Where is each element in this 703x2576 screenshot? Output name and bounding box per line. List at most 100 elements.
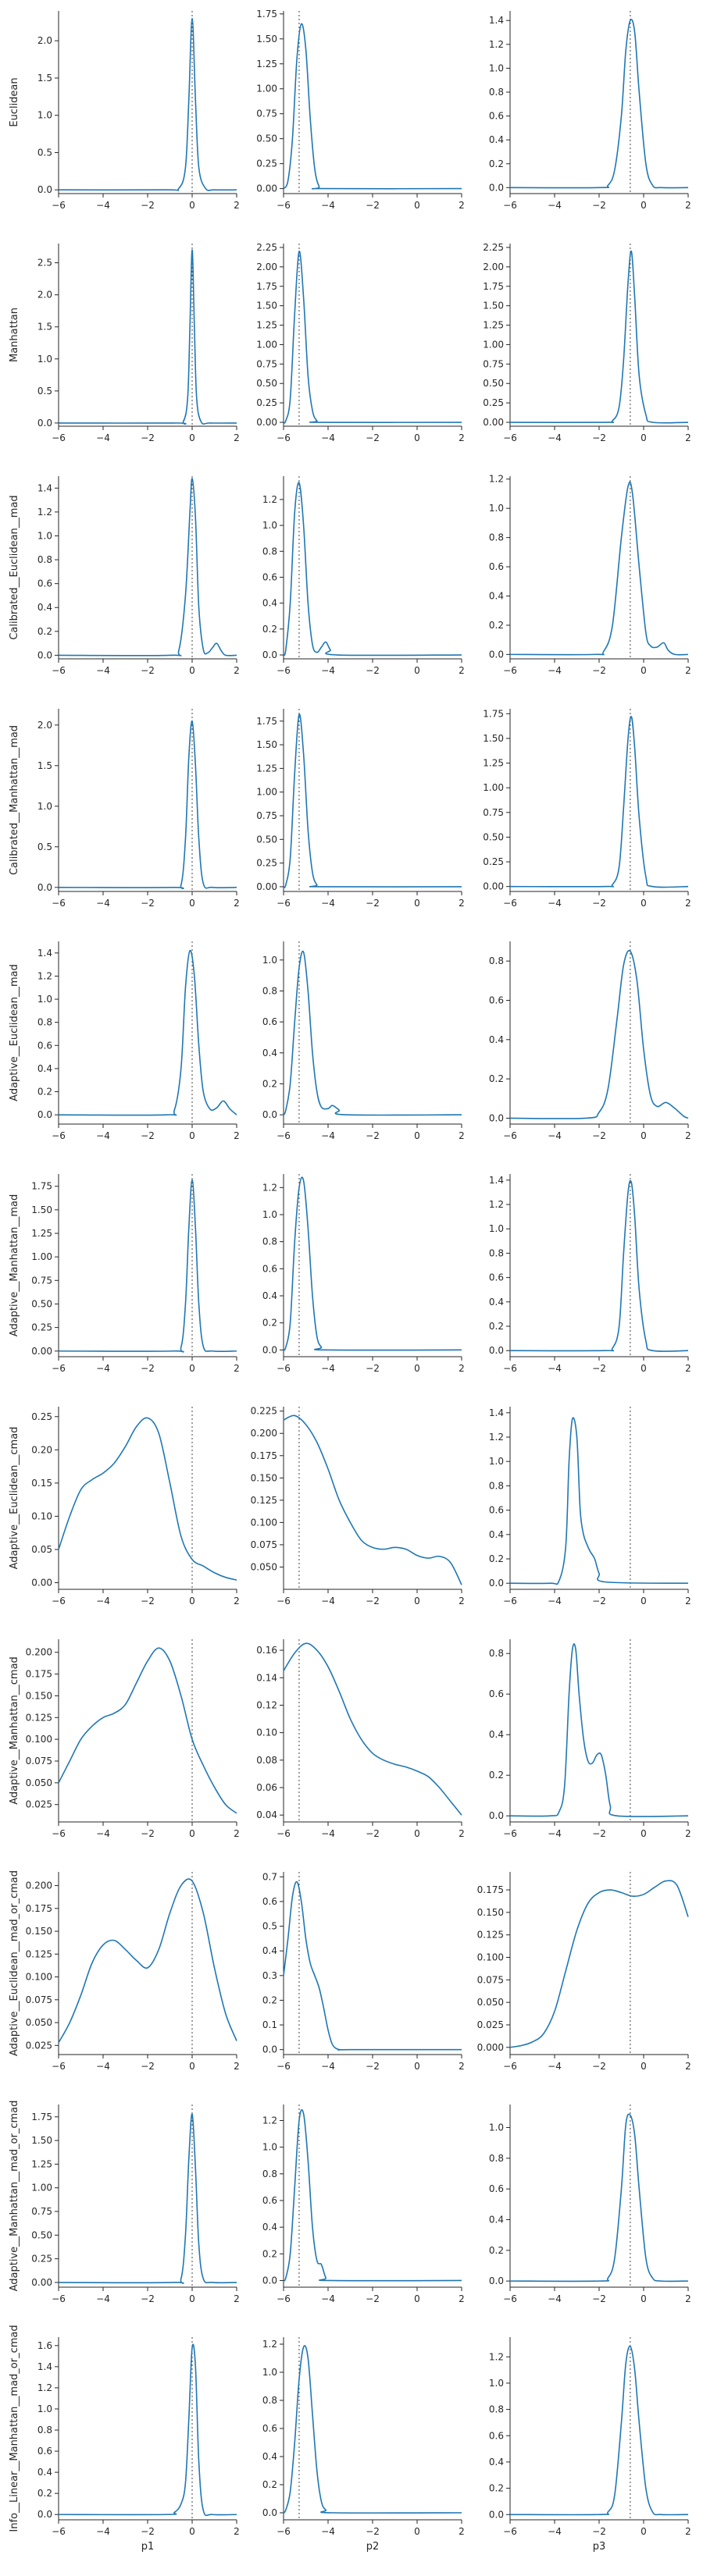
y-tick-label: 1.0 <box>262 2142 277 2153</box>
y-tick-label: 0.25 <box>31 1322 52 1333</box>
x-tick-label: −6 <box>277 1130 291 1141</box>
x-tick-label: −4 <box>321 432 335 443</box>
y-tick-label: 0.25 <box>256 397 277 408</box>
y-tick-label: 0.6 <box>262 2195 277 2206</box>
density-curve <box>509 1643 689 1817</box>
y-tick-label: 1.0 <box>37 994 52 1005</box>
x-tick-label: −4 <box>548 898 562 909</box>
y-tick-label: 0.075 <box>477 1974 504 1985</box>
x-tick-label: 0 <box>189 2061 195 2072</box>
y-tick-label: 0.0 <box>37 882 52 893</box>
column-xlabel: p1 <box>141 2541 155 2553</box>
density-curve <box>283 2345 462 2514</box>
x-tick-label: 0 <box>641 1596 647 1606</box>
y-tick-label: 0.8 <box>489 2404 504 2415</box>
y-tick-label: 0.050 <box>477 1997 504 2008</box>
x-tick-label: 0 <box>414 898 420 909</box>
x-tick-label: −6 <box>503 2061 517 2072</box>
y-tick-label: 0.6 <box>489 561 504 572</box>
x-tick-label: −4 <box>548 200 562 211</box>
x-tick-label: −2 <box>366 2293 380 2304</box>
y-tick-label: 0.25 <box>31 1411 52 1422</box>
y-tick-label: 1.5 <box>37 322 52 333</box>
y-tick-label: 1.5 <box>37 760 52 771</box>
y-tick-label: 0.4 <box>489 2214 504 2225</box>
y-tick-label: 0.2 <box>262 1078 277 1089</box>
x-tick-label: −6 <box>277 1596 291 1606</box>
y-tick-label: 0.4 <box>489 1034 504 1045</box>
row-ylabel: Adaptive__Manhattan__cmad <box>9 1656 20 1805</box>
x-tick-label: −6 <box>503 432 517 443</box>
x-tick-label: 0 <box>189 898 195 909</box>
x-tick-label: −2 <box>141 432 155 443</box>
x-tick-label: −2 <box>141 1596 155 1606</box>
x-tick-label: 2 <box>234 1130 240 1141</box>
y-tick-label: 0.0 <box>37 649 52 660</box>
y-tick-label: 0.14 <box>256 1672 277 1683</box>
x-tick-label: −2 <box>366 898 380 909</box>
x-tick-label: 0 <box>641 432 647 443</box>
y-tick-label: 0.10 <box>256 1727 277 1738</box>
x-tick-label: −2 <box>592 1130 606 1141</box>
y-tick-label: 0.8 <box>262 2395 277 2406</box>
density-curve <box>283 1176 462 1351</box>
x-tick-label: −2 <box>366 2526 380 2537</box>
x-tick-label: −4 <box>548 1363 562 1374</box>
x-tick-label: −4 <box>96 432 110 443</box>
y-tick-label: 1.0 <box>37 530 52 541</box>
y-tick-label: 1.0 <box>489 1456 504 1467</box>
x-tick-label: −4 <box>548 2061 562 2072</box>
x-tick-label: 2 <box>685 665 691 676</box>
y-tick-label: 1.4 <box>37 948 52 959</box>
y-tick-label: 2.0 <box>37 720 52 731</box>
y-tick-label: 0.2 <box>262 624 277 635</box>
y-tick-label: 0.20 <box>31 1444 52 1455</box>
y-tick-label: 0.6 <box>37 2446 52 2457</box>
x-tick-label: −4 <box>96 2061 110 2072</box>
y-tick-label: 0.0 <box>489 649 504 660</box>
y-tick-label: 0.00 <box>31 1577 52 1588</box>
y-tick-label: 0.0 <box>489 1112 504 1123</box>
x-tick-label: −6 <box>277 1363 291 1374</box>
y-tick-label: 0.6 <box>489 1272 504 1283</box>
x-tick-label: −2 <box>592 432 606 443</box>
x-tick-label: −4 <box>96 898 110 909</box>
x-tick-label: −2 <box>141 665 155 676</box>
y-tick-label: 0.000 <box>477 2042 504 2053</box>
x-tick-label: 2 <box>234 1828 240 1839</box>
x-tick-label: −4 <box>96 665 110 676</box>
x-tick-label: 2 <box>234 898 240 909</box>
y-tick-label: 0.5 <box>262 1921 277 1932</box>
density-curve <box>509 1417 689 1585</box>
y-tick-label: 0.0 <box>262 2044 277 2055</box>
x-tick-label: 2 <box>459 1828 465 1839</box>
x-tick-label: −2 <box>592 2061 606 2072</box>
y-tick-label: 0.4 <box>262 2222 277 2233</box>
y-tick-label: 0.2 <box>262 1318 277 1329</box>
y-tick-label: 0.0 <box>37 184 52 195</box>
x-tick-label: 0 <box>414 200 420 211</box>
x-tick-label: 2 <box>234 200 240 211</box>
x-tick-label: 2 <box>685 2526 691 2537</box>
row-ylabel: Info__Linear__Manhattan__mad_or_cmad <box>9 2325 20 2532</box>
x-tick-label: 0 <box>189 1363 195 1374</box>
y-tick-label: 0.2 <box>489 1321 504 1332</box>
y-tick-label: 0.75 <box>31 2206 52 2217</box>
x-tick-label: −4 <box>321 2526 335 2537</box>
density-curve <box>58 17 237 191</box>
y-tick-label: 1.00 <box>483 782 504 793</box>
y-tick-label: 1.4 <box>37 2361 52 2372</box>
x-tick-label: −2 <box>141 2293 155 2304</box>
x-tick-label: −4 <box>321 898 335 909</box>
y-tick-label: 0.0 <box>37 418 52 429</box>
y-tick-label: 0.25 <box>256 158 277 169</box>
density-curve <box>283 713 462 888</box>
y-tick-label: 0.125 <box>251 1495 277 1506</box>
y-tick-label: 1.0 <box>262 2367 277 2378</box>
x-tick-label: 2 <box>685 2061 691 2072</box>
y-tick-label: 0.75 <box>483 807 504 818</box>
x-tick-label: −6 <box>503 2526 517 2537</box>
x-tick-label: −2 <box>592 2293 606 2304</box>
x-tick-label: −4 <box>96 1828 110 1839</box>
y-tick-label: 0.025 <box>477 2019 504 2030</box>
